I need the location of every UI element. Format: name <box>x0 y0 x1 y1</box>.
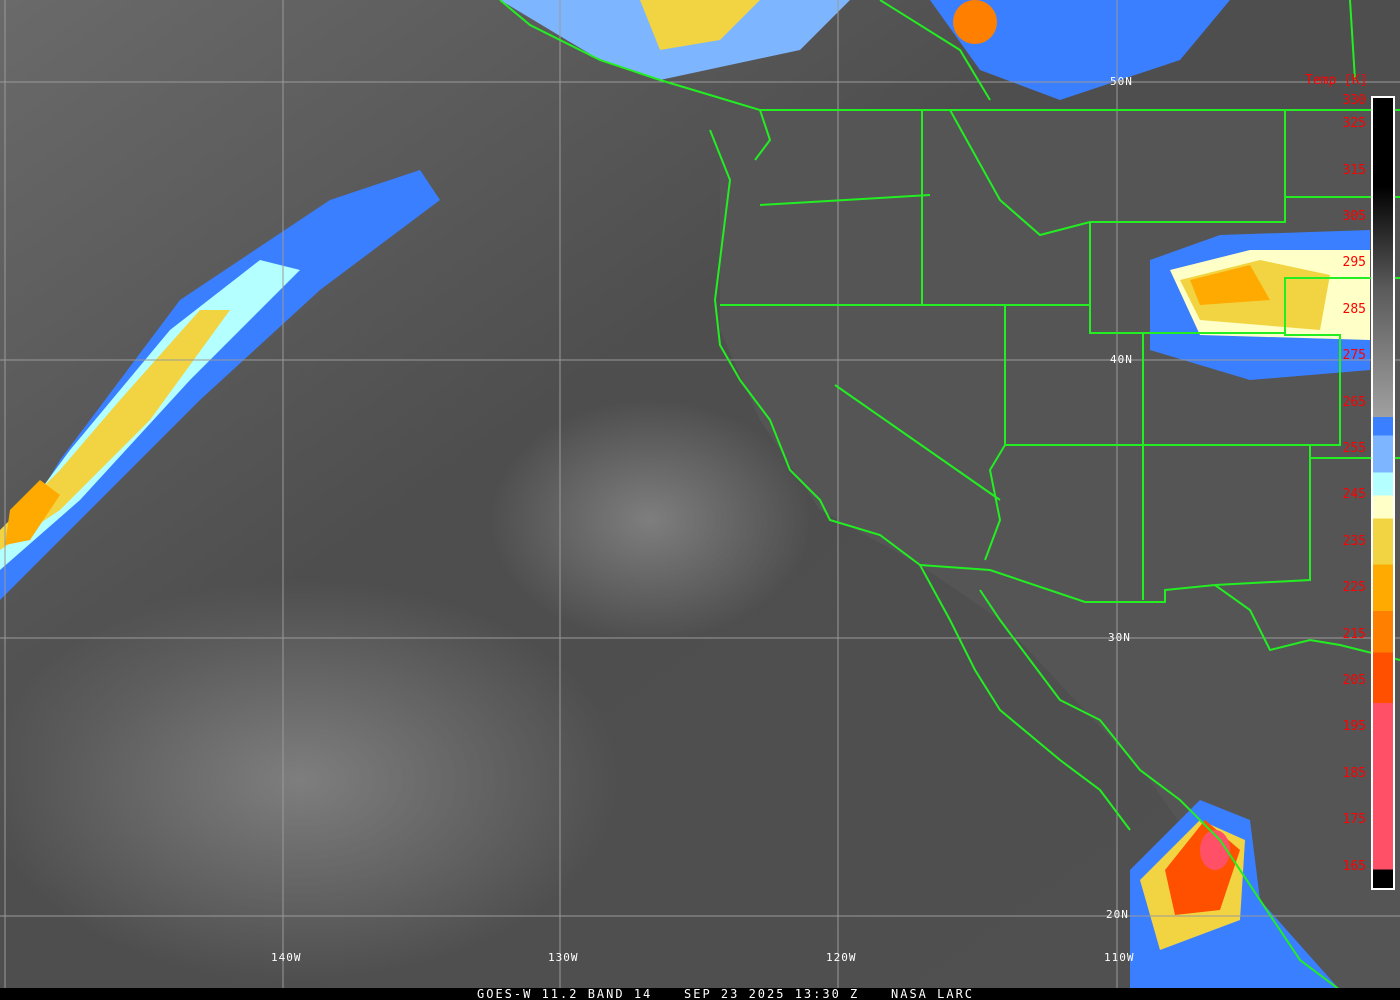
lon-label-140w: 140W <box>271 951 302 964</box>
colorbar-tick-label: 325 <box>1342 116 1366 132</box>
lon-label-130w: 130W <box>548 951 579 964</box>
colorbar-tick-label: 295 <box>1342 255 1366 271</box>
lat-label-40n: 40N <box>1110 353 1133 366</box>
caption-datetime: SEP 23 2025 13:30 Z <box>684 987 860 1000</box>
lon-label-120w: 120W <box>826 951 857 964</box>
frontal-cloud-band <box>0 170 440 600</box>
lat-label-30n: 30N <box>1108 631 1131 644</box>
colorbar-tick-label: 185 <box>1342 765 1366 781</box>
colorbar-tick-label: 175 <box>1342 812 1366 828</box>
colorbar-tick-label: 255 <box>1342 441 1366 456</box>
colorbar-tick-label: 315 <box>1342 162 1366 178</box>
lat-label-20n: 20N <box>1106 908 1129 921</box>
low-cloud-field <box>0 580 620 980</box>
top-cloud-band <box>500 0 1230 100</box>
low-cloud-field <box>490 400 810 640</box>
colorbar-tick-label: 215 <box>1342 626 1366 642</box>
colorbar-tick-label: 205 <box>1342 673 1366 688</box>
colorbar-tick-label: 225 <box>1342 580 1366 596</box>
caption-source: NASA LARC <box>891 987 975 1000</box>
lat-label-50n: 50N <box>1110 75 1133 88</box>
colorbar-tick-label: 330 <box>1342 93 1366 108</box>
colorbar-tick-label: 165 <box>1342 858 1366 874</box>
lon-label-110w: 110W <box>1104 951 1135 964</box>
temperature-colorbar <box>1371 96 1395 890</box>
colorbar-title: Temp [K] <box>1305 73 1368 88</box>
colorbar-tick-label: 265 <box>1342 394 1366 410</box>
colorbar-tick-label: 235 <box>1342 533 1366 549</box>
political-borders <box>499 0 1400 991</box>
caption-bar: GOES-W 11.2 BAND 14 SEP 23 2025 13:30 Z … <box>0 988 1400 1000</box>
colorbar-tick-label: 285 <box>1342 301 1366 317</box>
colorbar-tick-label: 305 <box>1342 209 1366 224</box>
colorbar-tick-label: 275 <box>1342 348 1366 364</box>
caption-satellite: GOES-W 11.2 BAND 14 <box>477 987 653 1000</box>
colorbar-tick-label: 245 <box>1342 487 1366 503</box>
colorbar-tick-label: 195 <box>1342 719 1366 735</box>
plains-convection <box>1150 230 1370 380</box>
